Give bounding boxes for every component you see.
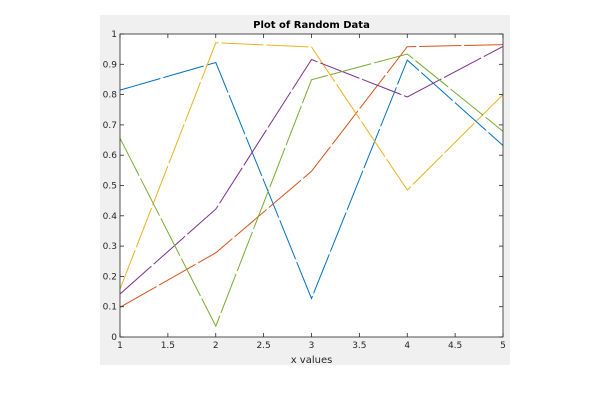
x-ticks: 1 1.5 2 2.5 3 3.5 4 4.5 5 [117,34,506,351]
y-tick-label: 0.2 [103,272,117,282]
series-line-2 [119,44,504,308]
y-tick-label: 0.5 [103,182,117,192]
y-tick-label: 1 [111,30,117,40]
x-tick-label: 4.5 [448,341,462,351]
y-tick-label: 0.6 [103,151,118,161]
y-ticks: 0 0.1 0.2 0.3 0.4 0.5 0.6 0.7 0.8 0.9 1 [103,30,503,343]
series-line-3 [119,42,504,290]
series-layer [119,42,504,328]
y-tick-label: 0.4 [103,212,118,222]
y-tick-label: 0.8 [103,91,118,101]
x-tick-label: 3.5 [352,341,366,351]
x-tick-label: 2.5 [256,341,270,351]
y-tick-label: 0.7 [103,121,117,131]
chart-title: Plot of Random Data [253,20,370,31]
x-tick-label: 1.5 [161,341,175,351]
series-line-1 [119,59,504,300]
y-tick-label: 0.3 [103,242,117,252]
x-tick-label: 1 [117,341,123,351]
series-line-5 [119,53,504,328]
y-tick-label: 0.9 [103,60,118,70]
x-tick-label: 4 [404,341,410,351]
plot-area [120,34,503,337]
x-tick-label: 3 [309,341,315,351]
x-tick-label: 5 [500,341,506,351]
x-axis-label: x values [291,355,333,366]
y-tick-label: 0 [111,333,117,343]
x-tick-label: 2 [213,341,219,351]
y-tick-label: 0.1 [103,303,117,313]
